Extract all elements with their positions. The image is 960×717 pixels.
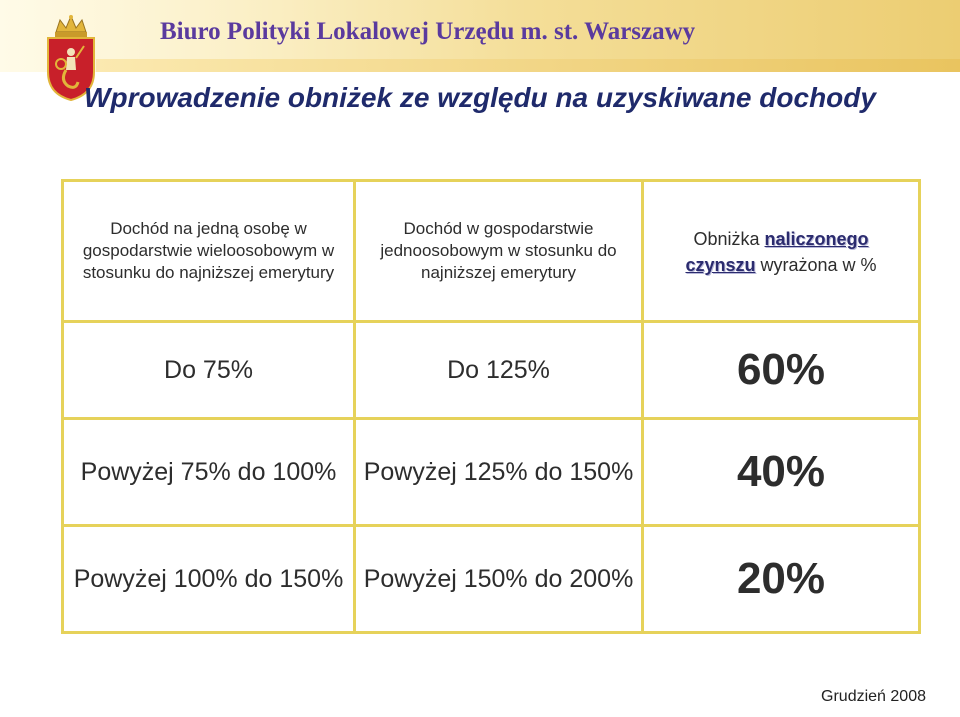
table-cell: Do 75% (61, 320, 356, 420)
discount-table: Dochód na jedną osobę w gospodarstwie wi… (61, 179, 921, 634)
table-row: Powyżej 100% do 150% Powyżej 150% do 200… (61, 524, 921, 634)
table-header-row: Dochód na jedną osobę w gospodarstwie wi… (61, 179, 921, 323)
header-text: Obniżka (693, 229, 765, 249)
discount-value: 60% (641, 320, 921, 420)
column-header: Obniżka naliczonego czynszu wyrażona w % (641, 179, 921, 323)
column-header: Dochód na jedną osobę w gospodarstwie wi… (61, 179, 356, 323)
table-row: Powyżej 75% do 100% Powyżej 125% do 150%… (61, 417, 921, 527)
page-title: Wprowadzenie obniżek ze względu na uzysk… (84, 82, 876, 113)
warsaw-coat-of-arms-icon (47, 14, 95, 102)
table-cell: Do 125% (353, 320, 644, 420)
header-divider (96, 59, 960, 72)
organization-title: Biuro Polityki Lokalowej Urzędu m. st. W… (160, 18, 696, 45)
header-emphasis: naliczonego (764, 229, 869, 249)
discount-value: 20% (641, 524, 921, 634)
footer-date: Grudzień 2008 (821, 688, 926, 705)
table-cell: Powyżej 150% do 200% (353, 524, 644, 634)
column-header: Dochód w gospodarstwie jednoosobowym w s… (353, 179, 644, 323)
header-emphasis: czynszu (685, 255, 756, 275)
table-cell: Powyżej 125% do 150% (353, 417, 644, 527)
table-cell: Powyżej 75% do 100% (61, 417, 356, 527)
discount-value: 40% (641, 417, 921, 527)
table-cell: Powyżej 100% do 150% (61, 524, 356, 634)
table-row: Do 75% Do 125% 60% (61, 320, 921, 420)
header-text: wyrażona w % (755, 255, 877, 275)
